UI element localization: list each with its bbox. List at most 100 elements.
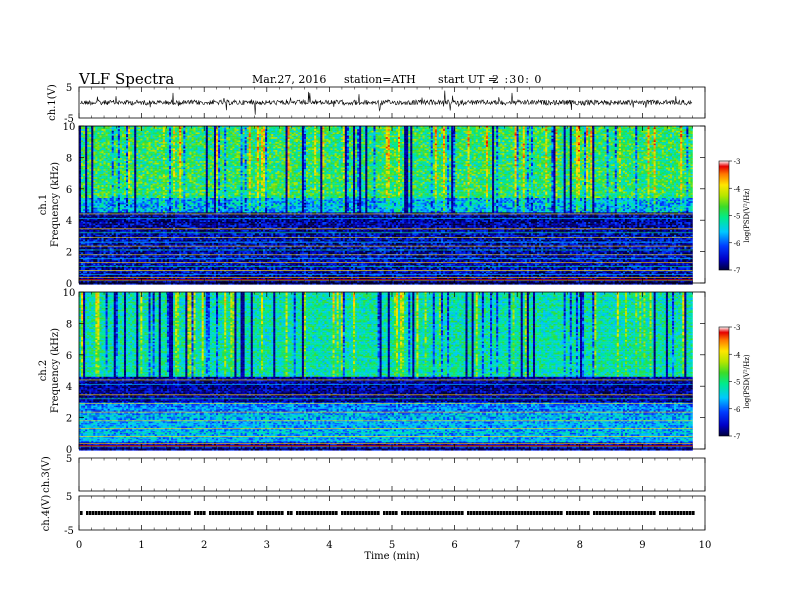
ch1-psd-cell [108,219,110,221]
ch1-psd-cell [85,206,87,208]
ch1-psd-cell [118,195,120,197]
ch1-psd-cell [91,193,93,195]
ch1-psd-cell [95,230,97,232]
ch1-psd-cell [110,259,112,261]
ch1-psd-cell [93,129,95,131]
ch1-psd-cell [85,225,87,227]
ch1-psd-cell [116,195,118,197]
ch1-psd-cell [112,203,114,205]
ch1-psd-cell [85,251,87,253]
ch1-psd-cell [116,144,118,146]
ch1-psd-cell [99,161,101,163]
ch1-psd-cell [112,251,114,253]
ch1-psd-cell [116,260,118,262]
ch1-psd-cell [81,190,83,192]
ch1-psd-cell [104,132,106,134]
ch1-psd-cell [106,150,108,152]
ch1-psd-cell [83,240,85,242]
ch1-psd-cell [112,238,114,240]
ch1-psd-cell [108,260,110,262]
ch1-psd-cell [85,216,87,218]
ch1-psd-cell [118,136,120,138]
ch1-psd-cell [87,177,89,179]
ch1-psd-cell [85,153,87,155]
ch1-psd-cell [91,248,93,250]
ch1-psd-cell [110,192,112,194]
ch1-psd-cell [110,155,112,157]
ch1-psd-cell [95,208,97,210]
ch1-psd-cell [81,140,83,142]
ch1-psd-cell [104,187,106,189]
ch1-psd-cell [108,206,110,208]
ch1-psd-cell [87,148,89,150]
ch1-psd-cell [106,192,108,194]
ch1-psd-cell [95,182,97,184]
ch1-psd-cell [81,148,83,150]
ch1-psd-cell [104,251,106,253]
ch1-psd-cell [110,147,112,149]
ch1-psd-cell [87,163,89,165]
ch1-psd-cell [83,204,85,206]
ch1-psd-cell [83,161,85,163]
ch1-psd-cell [91,222,93,224]
ch1-psd-cell [97,144,99,146]
ch1-psd-cell [97,196,99,198]
ch1-psd-cell [106,185,108,187]
ch1-psd-cell [95,225,97,227]
ch1-psd-cell [114,268,116,270]
ch1-psd-cell [85,147,87,149]
ch1-psd-cell [99,177,101,179]
ch1-psd-cell [114,267,116,269]
ch1-psd-cell [118,209,120,211]
ch1-psd-cell [89,233,91,235]
ch1-psd-cell [112,206,114,208]
ch1-psd-cell [91,180,93,182]
ch1-psd-cell [114,153,116,155]
ch1-psd-cell [89,171,91,173]
ch1-psd-cell [81,256,83,258]
ch1-psd-cell [91,220,93,222]
ch1-psd-cell [114,272,116,274]
ch1-psd-cell [101,222,103,224]
ch1-psd-cell [97,153,99,155]
ch1-psd-cell [97,251,99,253]
ch1-psd-cell [93,275,95,277]
ch1-psd-cell [97,211,99,213]
ch1-psd-cell [101,144,103,146]
ch1-psd-cell [114,137,116,139]
ch1-psd-cell [114,163,116,165]
ch1-psd-cell [101,201,103,203]
ch1-psd-cell [114,164,116,166]
ch1-psd-cell [114,208,116,210]
ch1-psd-cell [116,190,118,192]
ch1-psd-cell [81,185,83,187]
ch1-psd-cell [97,193,99,195]
ch1-psd-cell [85,144,87,146]
ch1-psd-cell [89,201,91,203]
ch1-psd-cell [116,216,118,218]
ch1-psd-cell [83,169,85,171]
ch1-psd-cell [110,272,112,274]
ch1-psd-cell [114,134,116,136]
ch1-psd-cell [89,153,91,155]
ch1-psd-cell [97,267,99,269]
ch1-psd-cell [99,176,101,178]
ch1-psd-cell [99,196,101,198]
ch1-psd-cell [101,190,103,192]
ch1-psd-cell [106,216,108,218]
ch1-psd-cell [118,129,120,131]
ch1-psd-cell [108,248,110,250]
ch1-psd-cell [106,200,108,202]
ch1-psd-cell [118,164,120,166]
ch1-psd-cell [93,163,95,165]
ch1-psd-cell [91,184,93,186]
ch1-psd-cell [110,139,112,141]
ch1-psd-cell [116,153,118,155]
ch1-psd-cell [104,248,106,250]
ch1-psd-cell [93,177,95,179]
ch1-psd-cell [106,272,108,274]
ch1-psd-cell [91,182,93,184]
ch1-psd-cell [97,275,99,277]
ch1-psd-cell [89,252,91,254]
ch1-psd-cell [95,219,97,221]
